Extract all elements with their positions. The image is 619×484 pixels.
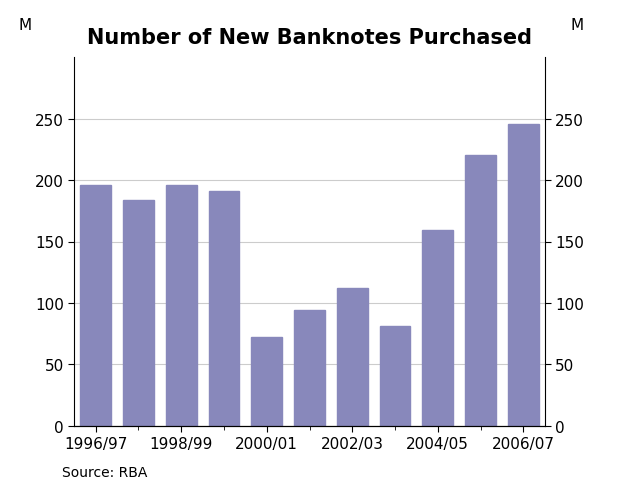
Bar [294, 311, 325, 426]
Bar [209, 192, 240, 426]
Bar [251, 338, 282, 426]
Text: M: M [571, 18, 584, 33]
Bar [80, 185, 111, 426]
Title: Number of New Banknotes Purchased: Number of New Banknotes Purchased [87, 28, 532, 48]
Bar [166, 185, 197, 426]
Bar [379, 327, 410, 426]
Text: Source: RBA: Source: RBA [62, 465, 147, 479]
Bar [465, 156, 496, 426]
Bar [337, 288, 368, 426]
Bar [422, 231, 453, 426]
Bar [123, 200, 154, 426]
Text: M: M [19, 18, 32, 33]
Bar [508, 124, 539, 426]
